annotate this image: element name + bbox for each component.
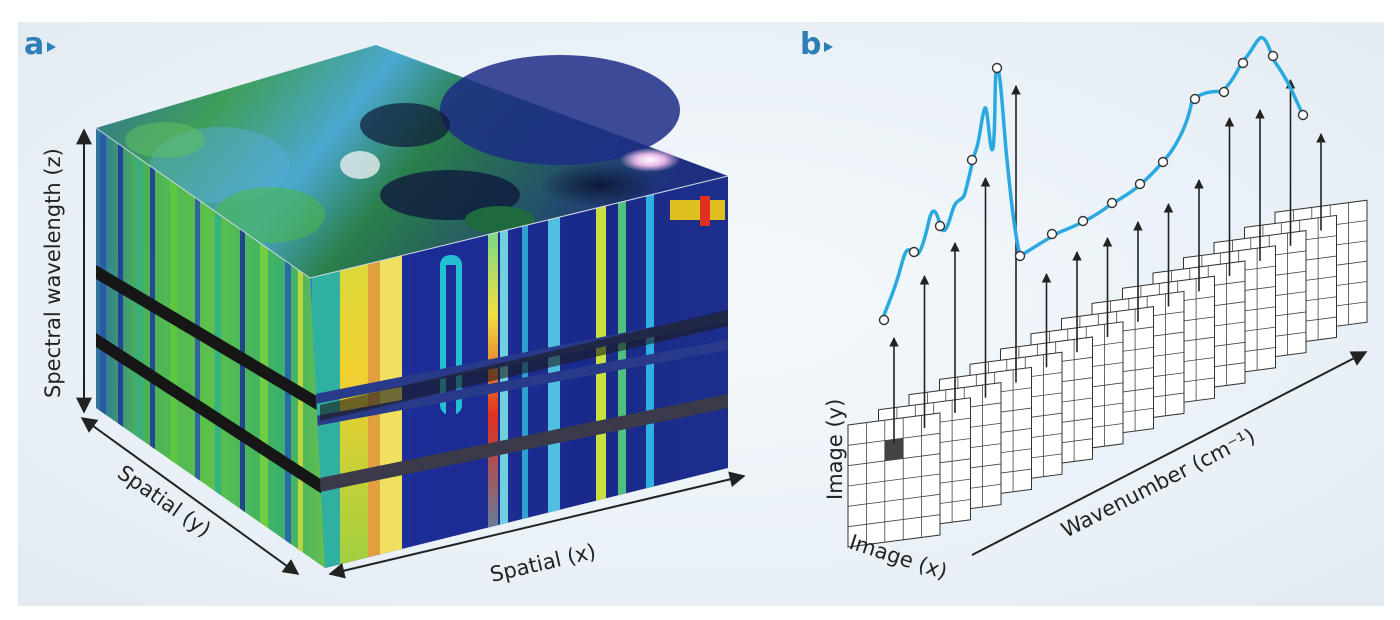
cube-top-texture [125, 55, 680, 243]
axis-wavenumber-line [971, 351, 1368, 556]
spectrum-point [1157, 156, 1169, 168]
axis-z-label: Spectral wavelength (z) [41, 148, 65, 398]
spectrum-points [878, 50, 1309, 326]
spectrum-point [991, 62, 1003, 74]
panel-a-arrow-icon [47, 42, 57, 52]
panel-b-label: b [800, 27, 834, 62]
spectrum-point [1218, 86, 1230, 98]
panel-a-letter: a [24, 27, 45, 62]
panel-b-arrow-icon [824, 42, 834, 52]
axis-image-y-label: Image (y) [823, 399, 847, 500]
image-frame [847, 412, 941, 548]
selected-pixel [884, 438, 904, 461]
spectrum-point [1297, 109, 1309, 121]
spectrum-point [1237, 57, 1249, 69]
spectrum-point [908, 246, 920, 258]
spectrum-point [1267, 50, 1279, 62]
spectrum-point [966, 154, 978, 166]
hypercube [95, 45, 729, 568]
spectrum-point [934, 220, 946, 232]
panel-a-label: a [24, 27, 57, 62]
axis-x-line [328, 471, 746, 579]
spectrum-point [1014, 250, 1026, 262]
axis-y-line [80, 417, 300, 575]
spectrum-point [1189, 93, 1201, 105]
spectrum-point [1106, 197, 1118, 209]
spectrum-point [1134, 178, 1146, 190]
spectrum-point [1077, 215, 1089, 227]
spectrum-point [878, 314, 890, 326]
panel-b-letter: b [800, 27, 822, 62]
axis-x-label: Spatial (x) [488, 539, 598, 587]
spectrum-arrows [889, 79, 1326, 444]
spectrum-point [1046, 228, 1058, 240]
